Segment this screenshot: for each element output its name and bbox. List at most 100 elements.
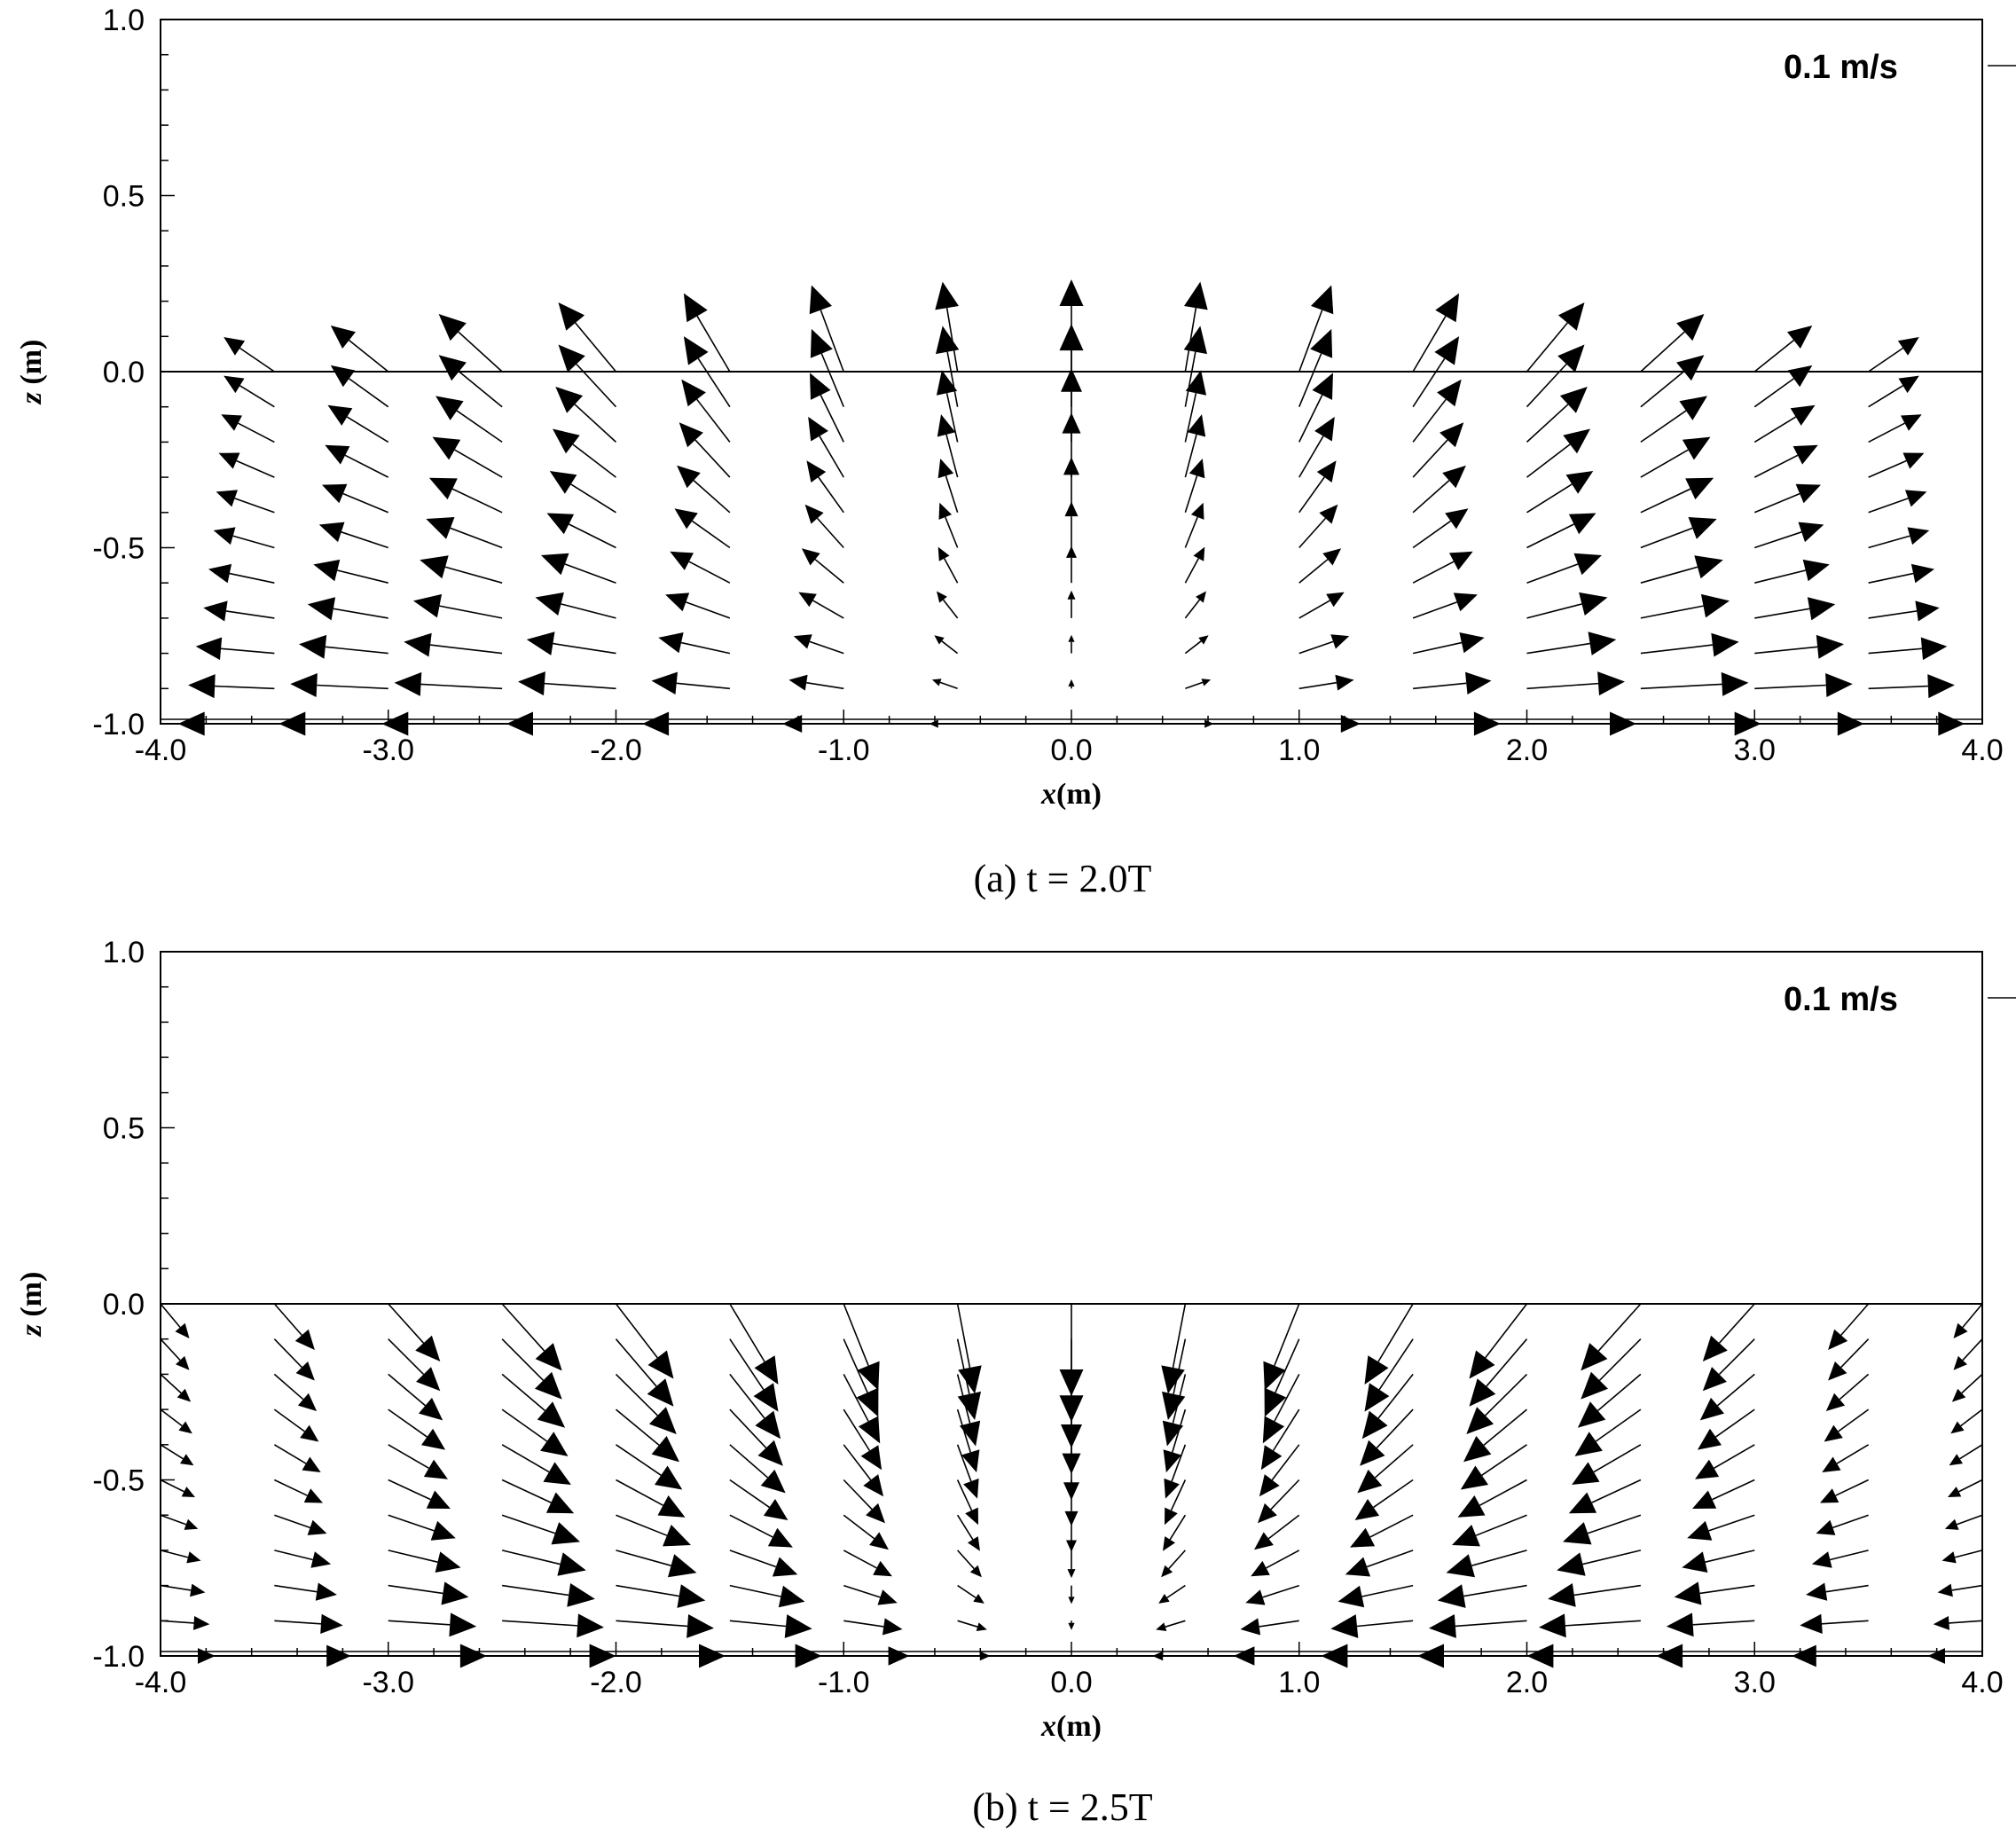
velocity-vector-head: [647, 1350, 674, 1379]
velocity-vector: [404, 632, 503, 657]
y-tick-label: 0.0: [103, 1288, 145, 1322]
velocity-vector-shaft: [1959, 1444, 1983, 1460]
velocity-vector-shaft: [430, 644, 503, 655]
velocity-vector-head: [937, 591, 947, 603]
velocity-vector-shaft: [676, 682, 730, 690]
velocity-vector-head: [1184, 281, 1208, 310]
velocity-vector-head: [535, 1343, 562, 1371]
velocity-vector-head: [1064, 501, 1079, 517]
velocity-vector-head: [1953, 1355, 1967, 1370]
velocity-vector: [616, 1644, 726, 1668]
velocity-vector-head: [441, 1581, 469, 1605]
velocity-vector-head: [1577, 1401, 1606, 1428]
velocity-vector: [1699, 1373, 1755, 1421]
velocity-vector-head: [1807, 597, 1836, 621]
velocity-vector: [1064, 501, 1079, 548]
velocity-vector-shaft: [729, 1550, 777, 1568]
velocity-vector-head: [438, 355, 467, 381]
velocity-vector-head: [303, 1488, 323, 1503]
x-tick-label: 4.0: [1961, 734, 2003, 767]
velocity-vector-head: [856, 1387, 879, 1417]
velocity-vector-head: [1437, 379, 1462, 407]
velocity-vector: [388, 1612, 477, 1637]
velocity-vector: [843, 1584, 898, 1605]
x-tick-label: 3.0: [1734, 734, 1776, 767]
velocity-vector-shaft: [1184, 308, 1197, 373]
velocity-vector-shaft: [274, 1479, 308, 1496]
velocity-vector: [325, 444, 389, 478]
velocity-vector-head: [1563, 1522, 1592, 1545]
velocity-vector-head: [1161, 1365, 1185, 1394]
velocity-vector-shaft: [843, 1303, 869, 1366]
velocity-vector-shaft: [1840, 1338, 1870, 1369]
velocity-vector-head: [195, 637, 223, 661]
velocity-vector: [1413, 711, 1501, 736]
velocity-vector-shaft: [1591, 1479, 1642, 1503]
velocity-vector-shaft: [956, 1444, 972, 1482]
velocity-vector-shaft: [501, 1514, 556, 1534]
velocity-vector-shaft: [946, 351, 959, 407]
velocity-vector-shaft: [388, 1514, 435, 1532]
velocity-vector-head: [1466, 1407, 1494, 1434]
velocity-vector-head: [218, 452, 240, 469]
velocity-vector: [1298, 674, 1354, 691]
velocity-vector-head: [1837, 711, 1864, 736]
velocity-vector-shaft: [1262, 1584, 1299, 1598]
velocity-vector: [1413, 671, 1492, 694]
velocity-vector-head: [224, 375, 245, 394]
velocity-vector: [1463, 1408, 1528, 1463]
velocity-vector-head: [1068, 679, 1075, 687]
velocity-vector-shaft: [945, 475, 959, 514]
velocity-vector-shaft: [1298, 353, 1322, 408]
velocity-vector-head: [1927, 1648, 1945, 1664]
velocity-vector-shaft: [502, 1584, 569, 1597]
velocity-vector: [318, 522, 389, 549]
velocity-vector: [273, 1338, 315, 1381]
velocity-vector-head: [651, 671, 678, 694]
velocity-vector-head: [175, 1322, 190, 1338]
velocity-vector: [274, 1582, 337, 1601]
velocity-vector: [1640, 632, 1739, 657]
velocity-vector: [502, 1583, 595, 1607]
velocity-vector-head: [1816, 634, 1844, 659]
velocity-vector-head: [1330, 1614, 1359, 1638]
velocity-vector-head: [1260, 1445, 1283, 1471]
velocity-vector-head: [1790, 404, 1816, 426]
velocity-vector-shaft: [388, 1408, 428, 1438]
velocity-vector-shaft: [1640, 488, 1691, 514]
velocity-vector-head: [1254, 1532, 1274, 1550]
velocity-vector-head: [577, 1613, 604, 1638]
velocity-vector-head: [801, 548, 820, 566]
velocity-vector: [273, 1444, 321, 1472]
velocity-vector: [1184, 370, 1207, 443]
velocity-vector: [420, 555, 503, 584]
velocity-vector-head: [1806, 1582, 1828, 1601]
velocity-vector: [1298, 285, 1334, 373]
velocity-vector: [1526, 387, 1588, 443]
velocity-vector-head: [1360, 1440, 1385, 1466]
x-tick-label: -4.0: [135, 734, 187, 767]
velocity-vector-head: [931, 679, 942, 687]
velocity-vector-head: [1068, 634, 1075, 642]
velocity-vector-head: [1067, 590, 1076, 600]
velocity-vector-head: [1437, 1584, 1466, 1608]
velocity-vector-shaft: [1962, 1303, 1983, 1329]
velocity-vector-head: [221, 414, 242, 431]
velocity-vector-head: [760, 1469, 786, 1494]
velocity-vector-head: [438, 314, 467, 341]
velocity-vector-shaft: [1836, 1444, 1870, 1464]
velocity-vector-shaft: [1582, 1550, 1642, 1565]
velocity-vector: [1360, 1408, 1414, 1466]
velocity-vector-shaft: [388, 1303, 425, 1344]
velocity-vector-shaft: [346, 416, 389, 443]
velocity-vector-shaft: [1272, 1408, 1300, 1451]
velocity-vector-head: [294, 1329, 315, 1350]
x-tick-label: -2.0: [590, 1666, 642, 1699]
velocity-vector-head: [310, 1551, 332, 1568]
velocity-vector: [1412, 379, 1462, 443]
velocity-vector: [931, 679, 958, 690]
velocity-vector-head: [313, 559, 341, 582]
velocity-vector-shaft: [1754, 569, 1806, 584]
velocity-vector-head: [866, 1503, 885, 1524]
velocity-vector: [1753, 444, 1818, 478]
